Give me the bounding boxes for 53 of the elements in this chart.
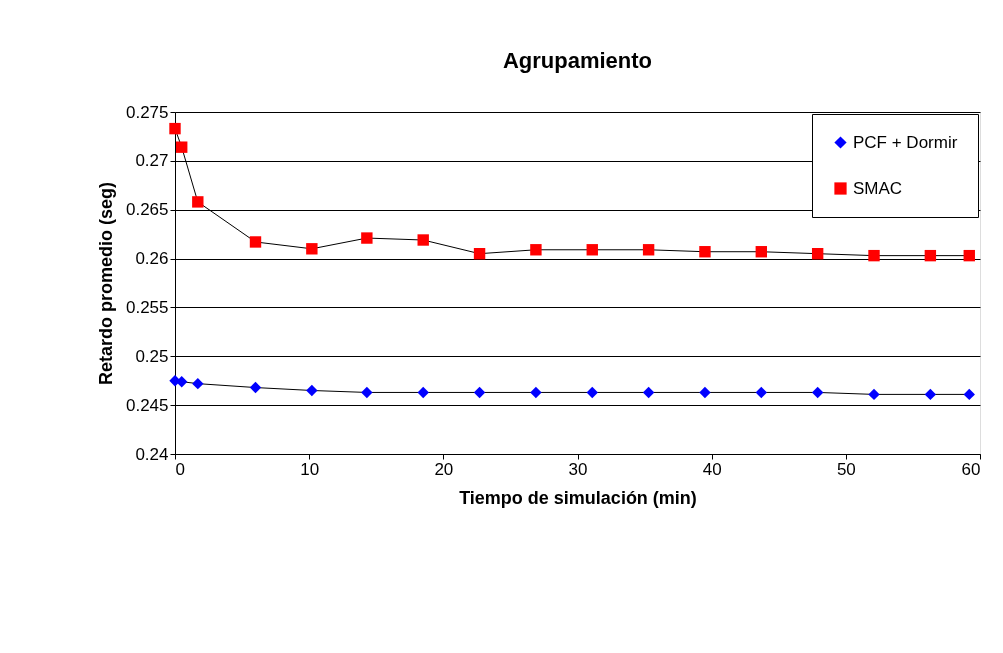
point bbox=[169, 122, 181, 135]
point bbox=[642, 244, 655, 256]
x-tick-label: 40 bbox=[702, 459, 722, 479]
point bbox=[361, 232, 373, 244]
point bbox=[924, 249, 937, 262]
point bbox=[811, 386, 824, 399]
legend-label: SMAC bbox=[853, 178, 903, 198]
point bbox=[755, 246, 768, 258]
point bbox=[924, 388, 937, 401]
point bbox=[473, 386, 486, 399]
point bbox=[176, 375, 188, 388]
point bbox=[699, 246, 711, 258]
x-tick-label: 0 bbox=[175, 459, 185, 479]
point bbox=[586, 244, 598, 256]
point bbox=[417, 234, 429, 246]
point bbox=[963, 249, 975, 262]
point bbox=[699, 386, 711, 399]
point bbox=[249, 381, 262, 394]
y-tick-label: 0.24 bbox=[135, 444, 169, 464]
point bbox=[530, 244, 542, 256]
point bbox=[755, 386, 768, 399]
point bbox=[192, 196, 204, 208]
point bbox=[586, 386, 598, 399]
y-tick-label: 0.26 bbox=[135, 249, 169, 269]
point bbox=[868, 249, 880, 262]
point bbox=[306, 243, 318, 255]
point bbox=[417, 386, 429, 399]
y-tick-label: 0.245 bbox=[125, 395, 169, 415]
point bbox=[306, 384, 318, 397]
point bbox=[361, 386, 373, 399]
point bbox=[811, 247, 824, 260]
x-tick-label: 60 bbox=[961, 459, 981, 479]
x-tick-label: 20 bbox=[434, 459, 454, 479]
y-tick-label: 0.25 bbox=[135, 346, 169, 366]
point bbox=[530, 386, 542, 399]
point bbox=[249, 236, 262, 248]
y-tick-label: 0.27 bbox=[135, 151, 169, 171]
x-axis-title: Tiempo de simulación (min) bbox=[459, 487, 697, 508]
x-tick-label: 30 bbox=[568, 459, 588, 479]
y-tick-label: 0.265 bbox=[125, 200, 169, 220]
chart-title: Agrupamiento bbox=[502, 48, 653, 73]
point bbox=[963, 388, 975, 401]
point bbox=[642, 386, 655, 399]
point bbox=[176, 141, 188, 153]
point bbox=[473, 247, 486, 260]
y-tick-label: 0.275 bbox=[125, 102, 169, 122]
legend-label: PCF + Dormir bbox=[853, 132, 958, 152]
y-axis-title: Retardo promedio (seg) bbox=[95, 181, 116, 386]
point bbox=[192, 377, 204, 390]
y-tick-label: 0.255 bbox=[125, 297, 169, 317]
x-tick-label: 50 bbox=[836, 459, 856, 479]
x-tick-label: 10 bbox=[300, 459, 320, 479]
point bbox=[868, 388, 880, 401]
